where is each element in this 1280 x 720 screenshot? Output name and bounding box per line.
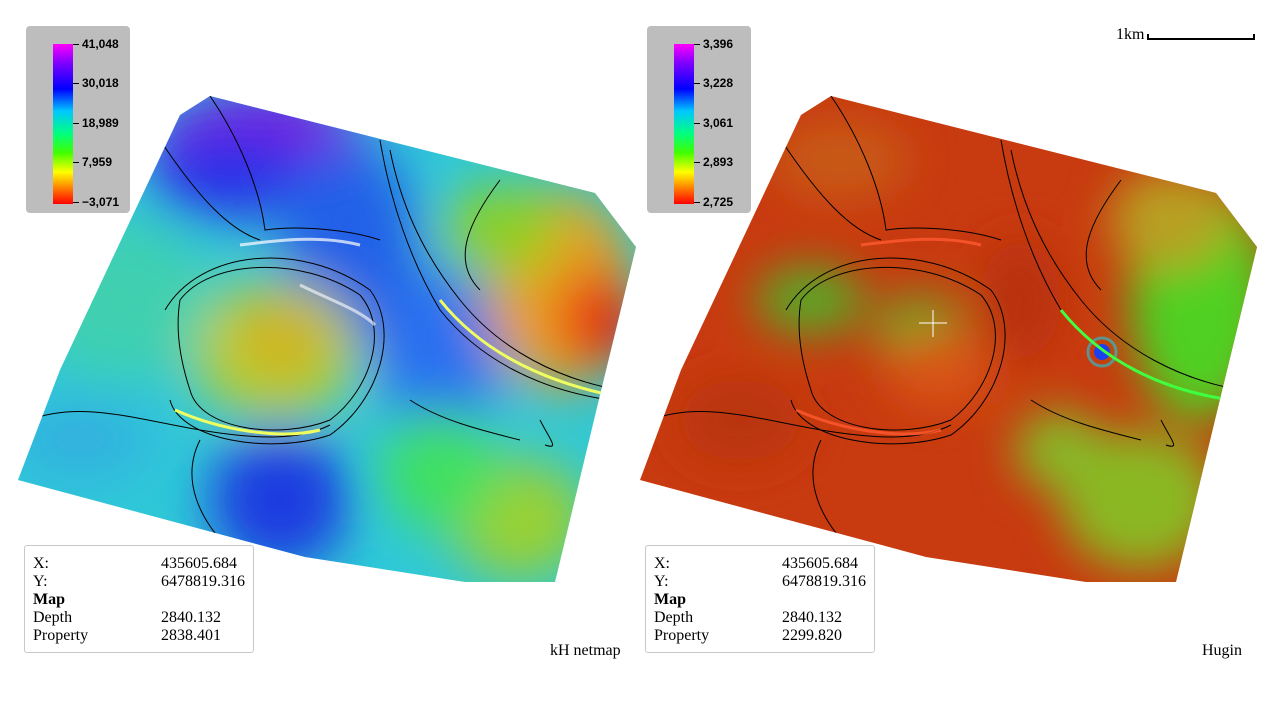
- map-panel-kh-netmap: 41,048 30,018 18,989 7,959 −3,071 X: 435…: [0, 0, 640, 720]
- map-panel-hugin: 3,396 3,228 3,061 2,893 2,725 X: 435605.…: [640, 0, 1280, 720]
- readout-y-value: 6478819.316: [161, 573, 245, 590]
- map-caption: Hugin: [1202, 642, 1242, 659]
- colorbar-label: 3,396: [703, 37, 734, 51]
- colorbar-label: 2,893: [703, 155, 734, 169]
- colorbar-tick: [73, 44, 79, 45]
- readout-section-title: Map: [654, 591, 686, 608]
- map-view-hugin[interactable]: [640, 0, 1280, 720]
- colorbar-gradient: [674, 44, 694, 204]
- readout-x-value: 435605.684: [161, 555, 237, 572]
- cursor-readout-kh: X: 435605.684 Y: 6478819.316 Map Depth 2…: [24, 545, 254, 653]
- map-view-kh[interactable]: [0, 0, 640, 720]
- colorbar-label: 18,989: [82, 116, 119, 130]
- readout-property-value: 2299.820: [782, 627, 842, 644]
- readout-section-title: Map: [33, 591, 65, 608]
- colorbar-label: 3,228: [703, 76, 734, 90]
- readout-depth-value: 2840.132: [782, 609, 842, 626]
- colorbar-tick: [694, 44, 700, 45]
- readout-property-label: Property: [654, 627, 710, 644]
- colorbar-tick: [73, 162, 79, 163]
- cursor-readout-hugin: X: 435605.684 Y: 6478819.316 Map Depth 2…: [645, 545, 875, 653]
- colorbar-tick: [694, 162, 700, 163]
- colorbar-hugin: 3,396 3,228 3,061 2,893 2,725: [647, 26, 751, 213]
- readout-x-label: X:: [33, 555, 49, 572]
- colorbar-label: 3,061: [703, 116, 734, 130]
- map-caption: kH netmap: [550, 642, 621, 659]
- colorbar-tick: [694, 83, 700, 84]
- colorbar-kh: 41,048 30,018 18,989 7,959 −3,071: [26, 26, 130, 213]
- colorbar-label: −3,071: [82, 195, 120, 209]
- readout-depth-label: Depth: [33, 609, 73, 626]
- scale-bar: [1147, 34, 1255, 40]
- readout-property-value: 2838.401: [161, 627, 221, 644]
- readout-depth-label: Depth: [654, 609, 694, 626]
- colorbar-gradient: [53, 44, 73, 204]
- cursor-crosshair: [919, 310, 947, 337]
- readout-property-label: Property: [33, 627, 89, 644]
- colorbar-label: 30,018: [82, 76, 119, 90]
- colorbar-tick: [694, 202, 700, 203]
- colorbar-tick: [73, 202, 79, 203]
- colorbar-tick: [73, 123, 79, 124]
- readout-y-label: Y:: [33, 573, 48, 590]
- colorbar-tick: [694, 123, 700, 124]
- scale-bar-label: 1km: [1116, 26, 1145, 43]
- readout-x-value: 435605.684: [782, 555, 858, 572]
- readout-x-label: X:: [654, 555, 670, 572]
- readout-depth-value: 2840.132: [161, 609, 221, 626]
- colorbar-tick: [73, 83, 79, 84]
- readout-y-label: Y:: [654, 573, 669, 590]
- readout-y-value: 6478819.316: [782, 573, 866, 590]
- colorbar-label: 2,725: [703, 195, 734, 209]
- colorbar-label: 41,048: [82, 37, 119, 51]
- colorbar-label: 7,959: [82, 155, 113, 169]
